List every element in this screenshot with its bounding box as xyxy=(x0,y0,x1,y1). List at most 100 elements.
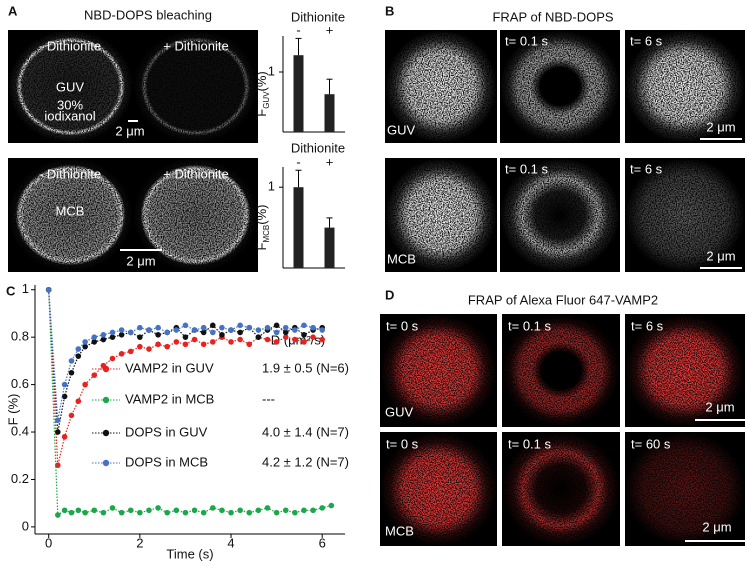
data-point xyxy=(61,393,68,400)
time-label: t= 60 s xyxy=(631,436,671,451)
panel-label: A xyxy=(8,3,18,18)
bar xyxy=(324,94,335,132)
data-point xyxy=(200,509,207,516)
sample-label: MCB xyxy=(385,523,414,538)
data-point xyxy=(209,329,216,336)
y-axis-label: F (%) xyxy=(5,394,20,426)
data-point xyxy=(54,417,61,423)
image-signal xyxy=(625,30,745,143)
micrograph xyxy=(385,30,497,143)
data-point xyxy=(155,505,161,511)
series-line xyxy=(48,289,323,466)
legend-marker xyxy=(102,459,110,467)
data-point xyxy=(273,339,280,345)
y-axis-label: FGUV(%) xyxy=(254,71,271,117)
data-point xyxy=(182,341,189,348)
data-point xyxy=(82,343,88,350)
data-point xyxy=(182,334,189,340)
data-point xyxy=(219,324,225,331)
data-point xyxy=(146,346,152,352)
sample-label: MCB xyxy=(56,203,85,218)
micrograph xyxy=(500,30,620,143)
time-label: t= 0 s xyxy=(386,318,419,333)
image-label: - Dithionite xyxy=(39,166,101,181)
legend-value: --- xyxy=(262,391,275,406)
legend-value: 4.2 ± 1.2 (N=7) xyxy=(262,454,349,469)
y-axis-label-sub: GUV xyxy=(262,91,271,109)
micrograph xyxy=(133,30,258,143)
micrograph xyxy=(625,432,745,546)
data-point xyxy=(100,509,107,516)
time-label: t= 6 s xyxy=(630,33,663,48)
data-point xyxy=(155,341,161,348)
data-point xyxy=(173,507,180,514)
data-point xyxy=(127,329,134,336)
data-point xyxy=(75,398,82,405)
data-point xyxy=(146,327,152,333)
y-tick-label: 1 xyxy=(22,281,29,296)
data-point xyxy=(75,353,82,359)
y-tick-label: 0 xyxy=(22,518,29,533)
data-point xyxy=(246,324,253,331)
time-label: t= 0.1 s xyxy=(508,436,551,451)
image-signal xyxy=(625,158,745,272)
panel-title: NBD-DOPS bleaching xyxy=(84,7,212,22)
legend-label: VAMP2 in GUV xyxy=(125,360,214,375)
category-label: - xyxy=(296,22,300,37)
category-label: + xyxy=(326,22,334,37)
data-point xyxy=(219,332,225,338)
data-point xyxy=(246,341,253,348)
data-point xyxy=(68,358,75,364)
legend-marker xyxy=(102,396,110,404)
data-point xyxy=(109,329,116,336)
data-point xyxy=(146,507,152,514)
bar xyxy=(293,187,304,268)
data-point xyxy=(137,324,143,331)
data-point xyxy=(45,286,52,293)
data-point xyxy=(118,327,125,333)
data-point xyxy=(118,509,125,516)
data-point xyxy=(273,322,280,329)
data-point xyxy=(255,327,262,333)
data-point xyxy=(301,339,307,345)
data-point xyxy=(209,322,216,329)
y-axis-label-unit: (%) xyxy=(254,71,269,91)
micrograph xyxy=(502,432,620,546)
legend-label: DOPS in GUV xyxy=(125,424,208,439)
y-axis-label: FMCB(%) xyxy=(254,205,271,251)
micrograph xyxy=(385,158,497,272)
scale-label: 2 μm xyxy=(705,399,734,414)
image-signal xyxy=(385,30,497,143)
data-point xyxy=(155,324,161,331)
y-axis-label-sub: MCB xyxy=(262,225,271,243)
data-point xyxy=(310,324,316,331)
data-point xyxy=(54,429,61,435)
data-point xyxy=(109,334,116,340)
data-point xyxy=(301,322,307,329)
time-label: t= 0.1 s xyxy=(505,33,548,48)
legend-value: 4.0 ± 1.4 (N=7) xyxy=(262,424,349,439)
y-axis-label-main: F xyxy=(254,109,269,117)
image-signal xyxy=(133,158,258,272)
bar xyxy=(293,55,304,133)
micrograph xyxy=(8,30,133,143)
data-point xyxy=(82,381,88,388)
image-signal xyxy=(502,314,620,427)
data-point xyxy=(61,381,68,388)
data-point xyxy=(328,502,335,509)
data-point xyxy=(200,341,207,348)
image-signal xyxy=(625,432,745,546)
micrograph xyxy=(133,158,258,272)
bar xyxy=(324,227,335,268)
scale-label: 2 μm xyxy=(115,123,144,138)
data-point xyxy=(237,507,243,514)
scale-label: 2 μm xyxy=(706,248,735,263)
panel-label: C xyxy=(6,283,16,298)
data-point xyxy=(61,507,68,514)
data-point xyxy=(100,332,107,338)
data-point xyxy=(200,324,207,331)
data-point xyxy=(228,339,234,345)
micrograph xyxy=(625,158,745,272)
data-point xyxy=(173,327,180,333)
